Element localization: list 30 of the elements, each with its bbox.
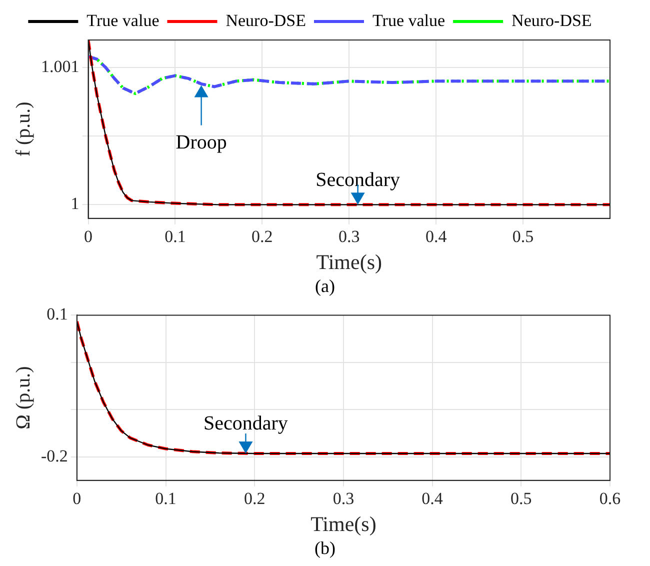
y-tick-label: 0.1 bbox=[46, 304, 68, 324]
text: (b) bbox=[314, 538, 336, 560]
annotation: Droop bbox=[176, 132, 227, 154]
annotation: Secondary bbox=[316, 168, 400, 191]
x-tick-label: 0.5 bbox=[512, 227, 534, 246]
x-tick-label: 0.4 bbox=[422, 489, 444, 508]
legend-label: Neuro-DSE bbox=[512, 10, 592, 30]
legend-label: Neuro-DSE bbox=[226, 10, 306, 30]
legend-label: True value bbox=[86, 10, 160, 30]
x-tick-label: 0.4 bbox=[425, 227, 448, 246]
x-tick-label: 0.3 bbox=[338, 227, 360, 246]
x-tick-label: 0.2 bbox=[252, 227, 273, 246]
y-axis-title: f (p.u.) bbox=[12, 102, 34, 157]
annotation: Secondary bbox=[204, 412, 288, 434]
x-tick-label: 0.1 bbox=[155, 489, 176, 508]
x-tick-label: 0.2 bbox=[244, 489, 266, 508]
x-tick-label: 0.1 bbox=[164, 227, 186, 246]
x-tick-label: 0.3 bbox=[332, 489, 354, 508]
x-tick-label: 0.5 bbox=[510, 489, 532, 508]
x-axis-title: Time(s) bbox=[310, 512, 376, 536]
y-tick-label: -0.2 bbox=[40, 446, 68, 466]
x-tick-label: 0 bbox=[84, 227, 92, 246]
legend-label: True value bbox=[372, 10, 446, 30]
x-axis-title: Time(s) bbox=[316, 250, 382, 274]
y-axis-title: Ω (p.u.) bbox=[12, 366, 34, 430]
y-tick-label: 1.001 bbox=[41, 56, 80, 76]
x-tick-label: 0 bbox=[72, 489, 82, 508]
text: (a) bbox=[314, 276, 336, 298]
y-tick-label: 1 bbox=[70, 194, 80, 214]
x-tick-label: 0.6 bbox=[599, 489, 621, 508]
